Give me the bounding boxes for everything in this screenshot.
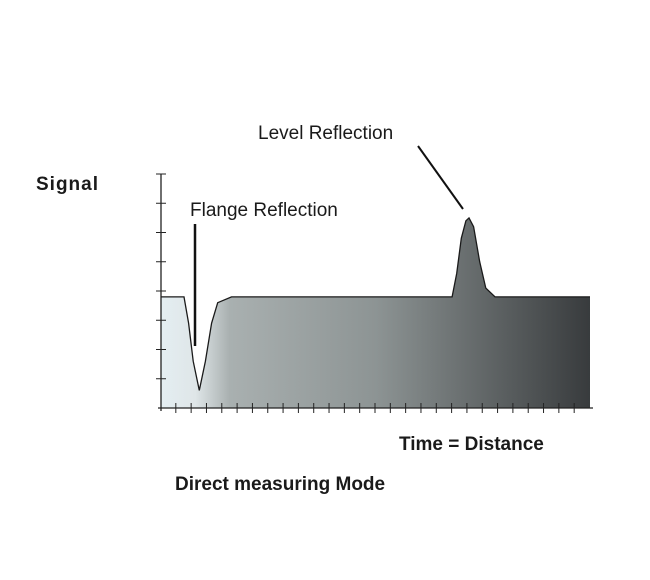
y-axis-label: Signal <box>36 174 99 195</box>
signal-curve <box>161 216 590 391</box>
axes <box>156 173 593 413</box>
x-axis-label: Time = Distance <box>399 434 544 455</box>
annotation-level-reflection: Level Reflection <box>258 123 393 144</box>
level-reflection-pointer <box>417 145 464 210</box>
signal-area <box>161 217 590 408</box>
caption: Direct measuring Mode <box>175 474 385 495</box>
annotation-flange-reflection: Flange Reflection <box>190 200 338 221</box>
